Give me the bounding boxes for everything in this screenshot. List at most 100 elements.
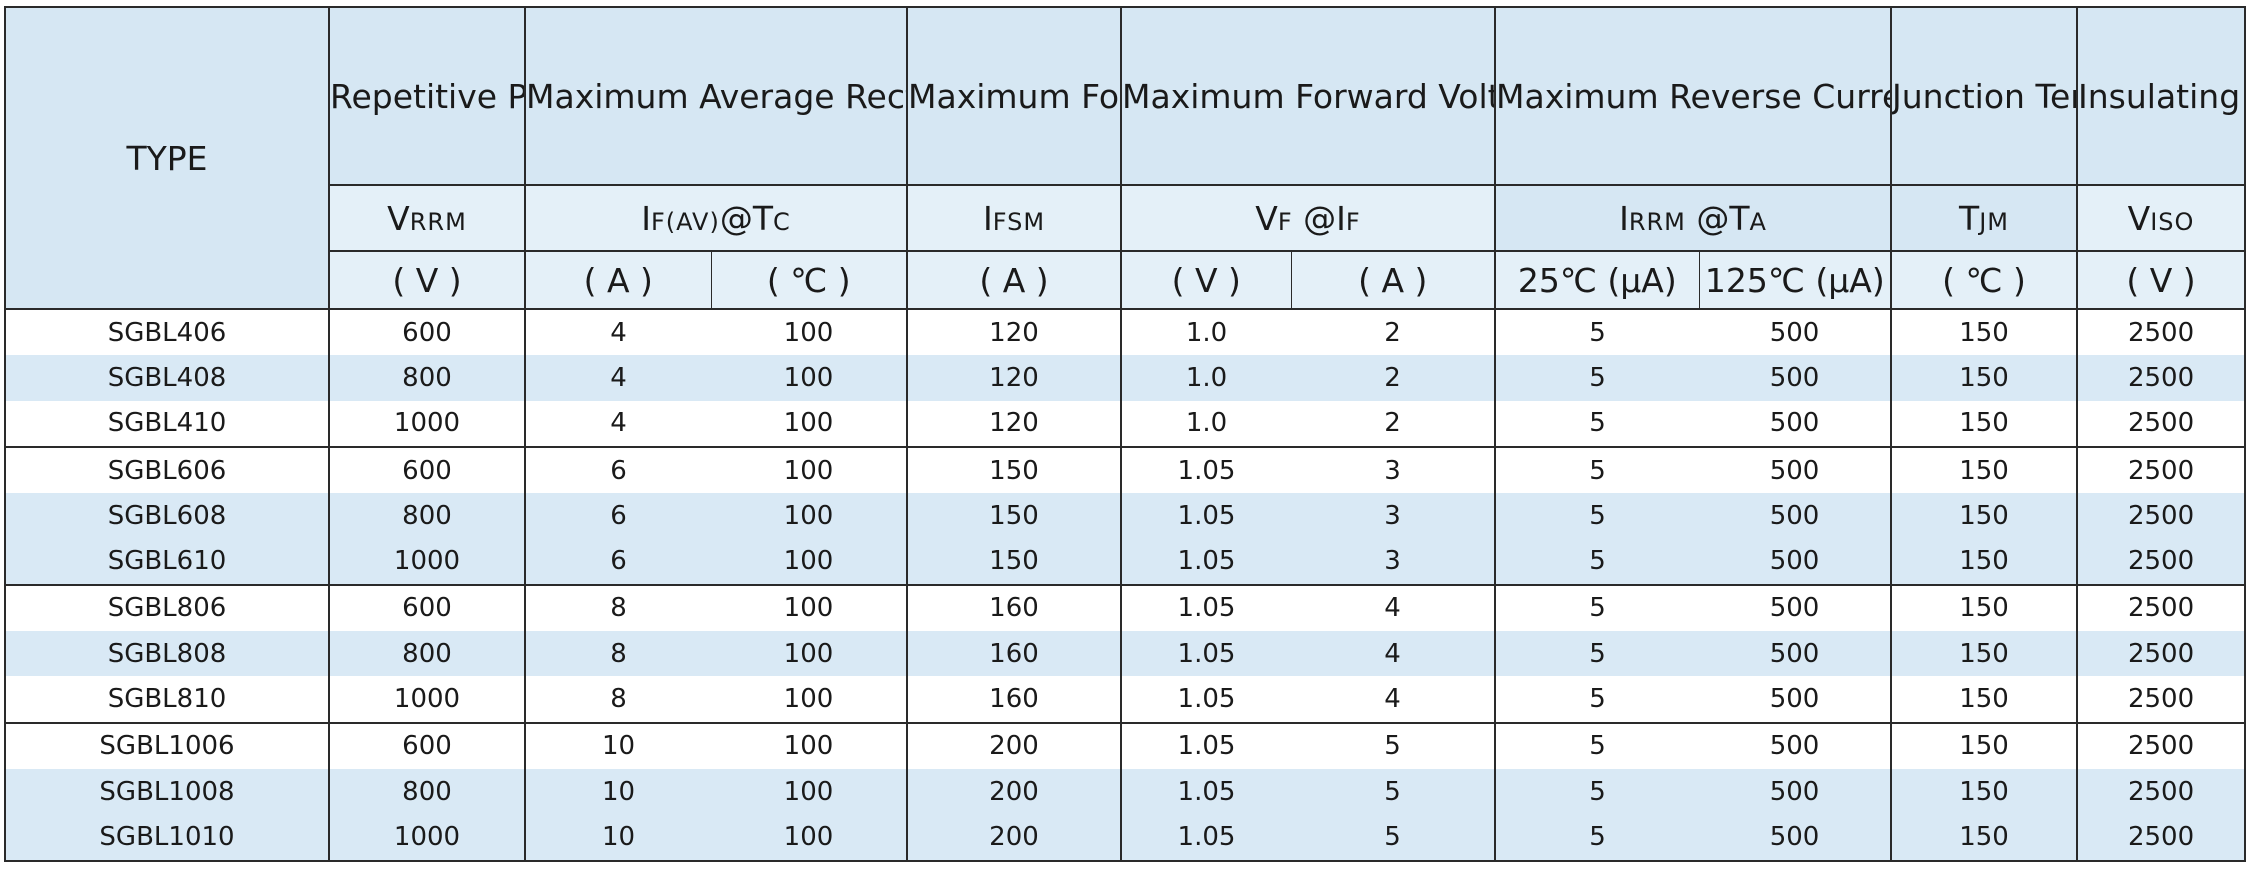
cell-vf: 1.05 xyxy=(1121,583,1291,632)
cell-vrrm: 1000 xyxy=(329,538,526,585)
cell-ifsm: 120 xyxy=(907,355,1122,401)
cell-vrrm: 800 xyxy=(329,768,526,815)
cell-vrrm: 600 xyxy=(329,583,526,632)
table-row: SGBL608 800 6 100 150 1.05 3 5 500 150 2500 xyxy=(5,493,2247,539)
cell-if: 2 xyxy=(1291,355,1497,401)
unit-tjm: ( ℃ ) xyxy=(1891,251,2079,310)
cell-tc: 100 xyxy=(711,676,908,723)
cell-ifav: 4 xyxy=(610,408,627,439)
cell-type: SGBL410 xyxy=(5,400,330,447)
cell-ir25: 5 xyxy=(1495,631,1700,677)
cell-tc: 100 xyxy=(711,583,908,632)
cell-ir25: 5 xyxy=(1495,538,1700,585)
table-row: SGBL808 800 8 100 160 1.05 4 5 500 150 2500 xyxy=(5,631,2247,677)
cell-vrrm: 600 xyxy=(329,307,526,356)
cell-ir125: 500 xyxy=(1699,493,1893,539)
cell-viso: 2500 xyxy=(2077,493,2247,539)
cell-tjm: 150 xyxy=(1891,814,2079,861)
cell-ifsm: 160 xyxy=(907,631,1122,677)
cell-ir125: 500 xyxy=(1699,583,1893,632)
cell-if: 3 xyxy=(1291,538,1497,585)
cell-ifav: 10 xyxy=(525,814,711,861)
cell-ir25: 5 xyxy=(1495,768,1700,815)
unit-viso: ( V ) xyxy=(2077,251,2247,310)
cell-ifsm: 200 xyxy=(907,768,1122,815)
cell-vf: 1.05 xyxy=(1121,631,1291,677)
cell-type: SGBL810 xyxy=(5,676,330,723)
cell-viso: 2500 xyxy=(2077,676,2247,723)
cell-ifsm: 120 xyxy=(907,400,1122,447)
cell-ir25: 5 xyxy=(1589,684,1606,715)
cell-type: SGBL1010 xyxy=(5,814,330,861)
cell-tc: 100 xyxy=(711,355,908,401)
cell-vf: 1.05 xyxy=(1121,445,1291,494)
cell-tjm: 150 xyxy=(1891,493,2079,539)
header-vrrm-title: Repetitive Peak Reverse Voltage xyxy=(329,7,526,186)
cell-vf: 1.05 xyxy=(1121,814,1291,861)
unit-vf-a: ( A ) xyxy=(1291,251,1497,310)
cell-ir125: 500 xyxy=(1699,355,1893,401)
cell-ir25: 5 xyxy=(1495,583,1700,632)
symbol-vf: VF @IF xyxy=(1121,185,1497,252)
cell-vrrm: 800 xyxy=(329,631,526,677)
cell-viso: 2500 xyxy=(2077,400,2247,447)
unit-irrm-25: 25℃ (μA) xyxy=(1495,251,1700,310)
unit-irrm-125: 125℃ (μA) xyxy=(1699,251,1893,310)
cell-ir25: 5 xyxy=(1495,721,1700,769)
unit-vf-v: ( V ) xyxy=(1121,251,1292,310)
unit-vrrm: ( V ) xyxy=(329,251,526,310)
cell-vf: 1.05 xyxy=(1121,721,1291,769)
symbol-irrm: IRRM @TA xyxy=(1495,185,1893,252)
header-irrm-title: Maximum Reverse Current xyxy=(1495,7,1893,186)
cell-tc: 100 xyxy=(711,400,908,447)
header-vf-title: Maximum Forward Voltage xyxy=(1121,7,1497,186)
cell-vf: 1.05 xyxy=(1177,684,1236,715)
cell-tc: 100 xyxy=(711,768,908,815)
cell-type: SGBL608 xyxy=(5,493,330,539)
cell-tc: 100 xyxy=(711,445,908,494)
cell-type: SGBL606 xyxy=(5,445,330,494)
cell-ir125: 500 xyxy=(1699,631,1893,677)
table-row: SGBL1010 1000 10 100 200 1.05 5 5 500 150 2500 xyxy=(5,814,2247,861)
cell-if: 3 xyxy=(1291,493,1497,539)
cell-type: SGBL406 xyxy=(5,307,330,356)
cell-vf: 1.0 xyxy=(1121,355,1291,401)
cell-viso: 2500 xyxy=(2077,538,2247,585)
cell-viso: 2500 xyxy=(2077,355,2247,401)
header-tjm-title: Junction Tempera ture xyxy=(1891,7,2079,186)
cell-ir125: 500 xyxy=(1699,307,1893,356)
cell-if: 5 xyxy=(1291,814,1497,861)
cell-if: 4 xyxy=(1291,583,1497,632)
cell-tc: 100 xyxy=(711,721,908,769)
cell-ir125: 500 xyxy=(1699,538,1893,585)
cell-ir25: 5 xyxy=(1589,408,1606,439)
cell-tc: 100 xyxy=(711,814,908,861)
cell-type: SGBL610 xyxy=(5,538,330,585)
table-row: SGBL408 800 4 100 120 1.0 2 5 500 150 2500 xyxy=(5,355,2247,401)
cell-type: SGBL808 xyxy=(5,631,330,677)
table-row: SGBL406 600 4 100 120 1.0 2 5 500 150 2500 xyxy=(5,307,2247,356)
cell-tjm: 150 xyxy=(1891,768,2079,815)
cell-ir125: 500 xyxy=(1699,768,1893,815)
cell-if: 2 xyxy=(1291,307,1497,356)
spec-table-body: SGBL406 600 4 100 120 1.0 2 5 500 150 2500 SGBL408 8… xyxy=(5,307,2247,861)
cell-if: 5 xyxy=(1291,721,1497,769)
cell-ir125: 500 xyxy=(1699,814,1893,861)
cell-viso: 2500 xyxy=(2077,445,2247,494)
header-type: TYPE xyxy=(5,7,330,310)
cell-ifsm: 120 xyxy=(907,307,1122,356)
cell-tc: 100 xyxy=(711,631,908,677)
table-row: SGBL1006 600 10 100 200 1.05 5 5 500 150 2500 xyxy=(5,721,2247,769)
cell-type: SGBL408 xyxy=(5,355,330,401)
cell-ifav: 10 xyxy=(525,721,711,769)
header-viso-title: Insulating Voltage xyxy=(2077,7,2247,186)
cell-ifsm: 160 xyxy=(907,676,1122,723)
cell-vrrm: 1000 xyxy=(329,814,526,861)
table-row: SGBL606 600 6 100 150 1.05 3 5 500 150 2500 xyxy=(5,445,2247,494)
cell-viso: 2500 xyxy=(2077,721,2247,769)
table-row: SGBL1008 800 10 100 200 1.05 5 5 500 150 2500 xyxy=(5,768,2247,815)
cell-tc: 100 xyxy=(711,493,908,539)
cell-vrrm: 600 xyxy=(329,445,526,494)
cell-vf: 1.05 xyxy=(1121,768,1291,815)
cell-ir25: 5 xyxy=(1495,814,1700,861)
